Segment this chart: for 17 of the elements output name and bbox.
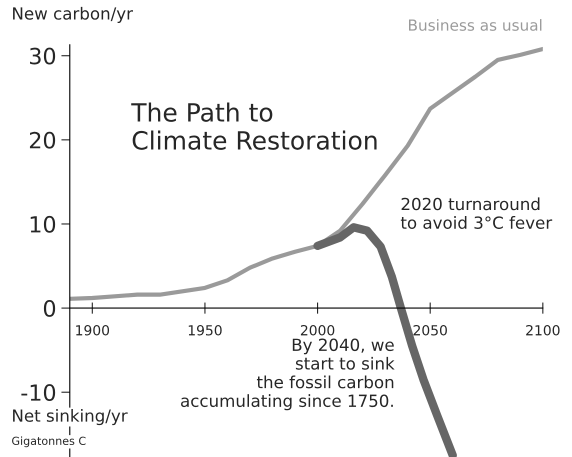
y-tick-label: 20	[30, 132, 56, 149]
annotation: 2020 turnaround to avoid 3°C fever	[400, 197, 552, 229]
x-tick-label: 1900	[76, 325, 110, 336]
y-tick-label: 30	[30, 48, 56, 64]
annotation: Net sinking/yr	[13, 409, 128, 426]
x-tick-label: 2050	[414, 325, 447, 336]
series-label: Business as usual	[408, 19, 542, 31]
annotation: Gigatonnes C	[12, 436, 86, 448]
x-tick-label: 1950	[188, 325, 222, 336]
y-axis-title: New carbon/yr	[13, 6, 133, 23]
annotation: By 2040, we start to sink the fossil carbon accumulating since 1750.	[181, 338, 395, 410]
y-tick-label: -10	[21, 384, 56, 401]
x-tick-label: 2100	[526, 325, 560, 336]
x-tick-label: 2000	[300, 325, 334, 336]
y-tick-label: 0	[44, 300, 56, 317]
text: The Path to Climate Restoration	[131, 102, 377, 150]
y-tick-label: 10	[30, 216, 56, 233]
